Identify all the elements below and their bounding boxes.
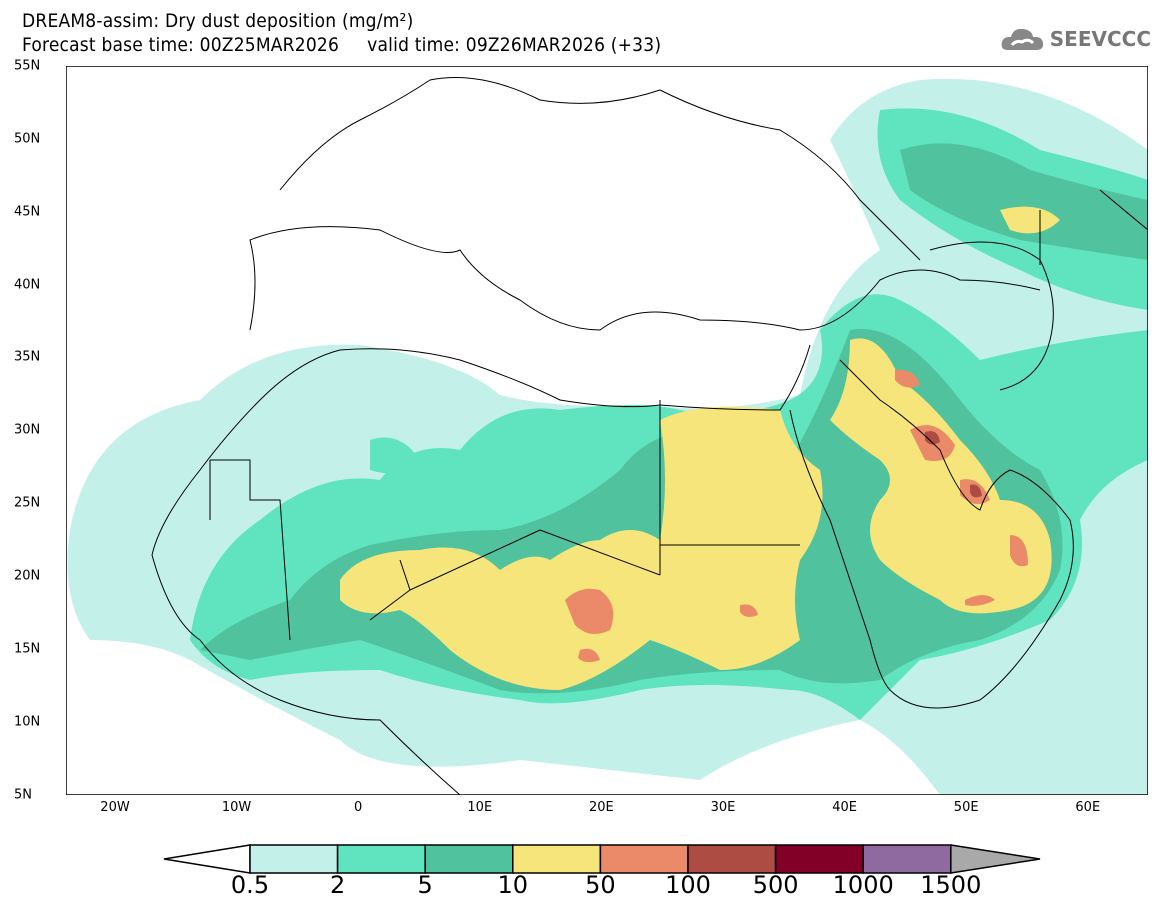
- colorbar-level-label: 50: [585, 871, 616, 899]
- logo-text: SEEVCCC: [1049, 27, 1151, 51]
- colorbar-level-label: 1500: [920, 871, 982, 899]
- colorbar-swatch: [862, 844, 952, 874]
- lat-label: 10N: [14, 714, 41, 730]
- colorbar-level-label: 2: [329, 871, 346, 899]
- colorbar-over-arrow: [950, 844, 1041, 874]
- logo: SEEVCCC: [1000, 26, 1151, 52]
- lat-label: 5N: [14, 787, 32, 803]
- colorbar-swatch: [599, 844, 689, 874]
- map-title: DREAM8-assim: Dry dust deposition (mg/m²…: [22, 10, 414, 32]
- colorbar-level-label: 100: [665, 871, 711, 899]
- lon-label: 20W: [100, 800, 130, 815]
- lon-label: 0: [354, 800, 363, 815]
- colorbar-swatch: [512, 844, 602, 874]
- colorbar-level-label: 0.5: [230, 871, 270, 899]
- map-subtitle: Forecast base time: 00Z25MAR2026 valid t…: [22, 34, 662, 56]
- colorbar-under-arrow: [163, 844, 251, 874]
- lon-label: 10E: [467, 800, 493, 815]
- dust-map: [66, 66, 1148, 795]
- colorbar-swatch: [774, 844, 864, 874]
- colorbar-level-label: 1000: [832, 871, 894, 899]
- colorbar-level-label: 500: [752, 871, 799, 899]
- dust-field-100-500: [925, 431, 982, 498]
- colorbar-swatch: [249, 844, 339, 874]
- coastlines-borders: [151, 77, 1148, 795]
- lon-label: 20E: [589, 800, 614, 815]
- lat-label: 15N: [14, 641, 41, 657]
- lat-label: 50N: [14, 131, 41, 147]
- colorbar-swatch: [687, 844, 777, 874]
- lat-label: 45N: [14, 204, 41, 220]
- lon-label: 40E: [832, 800, 857, 815]
- lat-label: 25N: [14, 495, 41, 511]
- colorbar-swatch: [336, 844, 426, 874]
- cloud-icon: [1001, 28, 1043, 50]
- lat-label: 20N: [14, 568, 41, 584]
- lon-label: 10W: [221, 800, 252, 815]
- colorbar-level-label: 10: [497, 871, 529, 899]
- lon-label: 50E: [953, 800, 979, 815]
- colorbar: [163, 844, 1041, 874]
- dust-field-10-50: [340, 206, 1060, 690]
- lon-label: 30E: [710, 800, 736, 815]
- colorbar-level-label: 5: [417, 871, 433, 899]
- lat-label: 35N: [14, 349, 41, 365]
- lon-label: 60E: [1075, 800, 1101, 815]
- lat-label: 40N: [14, 277, 41, 293]
- lat-label: 55N: [14, 58, 41, 74]
- colorbar-swatch: [424, 844, 514, 874]
- lat-label: 30N: [14, 422, 41, 438]
